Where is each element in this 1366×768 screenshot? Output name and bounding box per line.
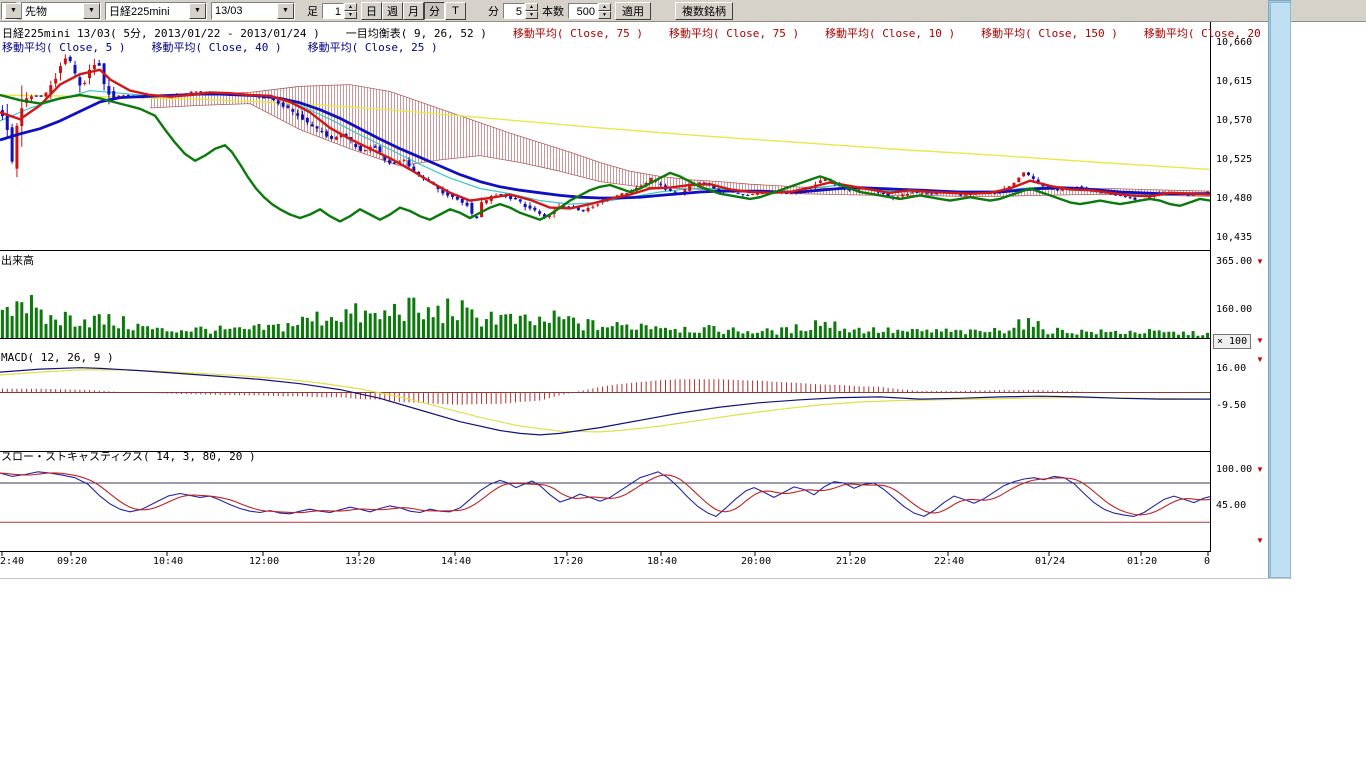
time-axis-label: 21:20 <box>836 556 866 567</box>
legend-item: 移動平均( Close, 40 ) <box>151 39 281 55</box>
window-bottom-edge <box>0 578 1292 579</box>
scrollbar-thumb[interactable] <box>1270 2 1291 578</box>
collapse-panel-button[interactable]: ▼ <box>1256 536 1264 546</box>
period-button-日[interactable]: 日 <box>361 2 382 20</box>
time-axis-label: 20:00 <box>741 556 771 567</box>
bar-count-value: 500 <box>568 3 598 19</box>
legend-item: 移動平均( Close, 25 ) <box>308 39 438 55</box>
time-axis-label: 2:40 <box>0 556 24 567</box>
period-button-group: 日週月分T <box>361 2 466 20</box>
time-axis-label: 14:40 <box>441 556 471 567</box>
category-select[interactable]: 先物▼ <box>21 2 101 20</box>
bars-label: 本数 <box>542 3 564 19</box>
right-axis-label: 100.00 <box>1216 464 1252 475</box>
contract-month-value: 13/03 <box>215 5 277 17</box>
right-axis-label: 10,525 <box>1216 154 1252 165</box>
bar-count-stepper[interactable]: 500▲▼ <box>568 2 611 20</box>
right-axis-label: -9.50 <box>1216 400 1246 411</box>
collapse-panel-button[interactable]: ▼ <box>1256 355 1264 365</box>
spin-down-icon[interactable]: ▼ <box>598 11 611 19</box>
chevron-down-icon: ▼ <box>189 3 206 19</box>
time-axis-label: 22:40 <box>934 556 964 567</box>
time-axis-label: 10:40 <box>153 556 183 567</box>
period-button-週[interactable]: 週 <box>382 2 403 20</box>
spin-down-icon[interactable]: ▼ <box>525 11 538 19</box>
left-edge-combo[interactable]: ▼ <box>1 2 17 20</box>
spin-down-icon[interactable]: ▼ <box>344 11 357 19</box>
spin-up-icon[interactable]: ▲ <box>598 3 611 11</box>
legend-item: 移動平均( Close, 10 ) <box>825 25 955 41</box>
contract-month-select[interactable]: 13/03▼ <box>211 2 295 20</box>
volume-panel <box>1 295 1209 338</box>
ashi-label: 足 <box>307 3 318 19</box>
symbol-value: 日経225mini <box>109 3 189 19</box>
interval-value: 1 <box>322 3 344 19</box>
time-axis-label: 12:00 <box>249 556 279 567</box>
right-axis-label: 45.00 <box>1216 500 1246 511</box>
category-value: 先物 <box>25 3 83 19</box>
collapse-panel-button[interactable]: ▼ <box>1256 465 1264 475</box>
vertical-scrollbar[interactable] <box>1268 0 1291 578</box>
stoch-panel-label: スロー・ストキャスティクス( 14, 3, 80, 20 ) <box>1 448 256 464</box>
time-axis-label: 09:20 <box>57 556 87 567</box>
apply-button[interactable]: 適用 <box>615 2 651 20</box>
macd-panel <box>0 368 1210 435</box>
minute-count-value: 5 <box>503 3 525 19</box>
legend-item: 移動平均( Close, 150 ) <box>981 25 1118 41</box>
time-axis-label: 01/24 <box>1035 556 1065 567</box>
interval-stepper[interactable]: 1▲▼ <box>322 2 357 20</box>
multi-symbol-button[interactable]: 複数銘柄 <box>675 2 733 20</box>
legend-item: 移動平均( Close, 75 ) <box>669 25 799 41</box>
right-axis-label: 10,570 <box>1216 115 1252 126</box>
time-axis-label: 01:20 <box>1127 556 1157 567</box>
minute-label: 分 <box>488 3 499 19</box>
spin-up-icon[interactable]: ▲ <box>525 3 538 11</box>
period-button-月[interactable]: 月 <box>403 2 424 20</box>
time-axis-label: 0 <box>1204 556 1210 567</box>
period-button-T[interactable]: T <box>445 2 466 20</box>
time-axis-label: 13:20 <box>345 556 375 567</box>
collapse-panel-button[interactable]: ▼ <box>1256 336 1264 346</box>
right-axis-label: 10,480 <box>1216 193 1252 204</box>
right-axis-label: 10,615 <box>1216 76 1252 87</box>
time-axis-label: 17:20 <box>553 556 583 567</box>
chevron-down-icon: ▼ <box>5 3 22 19</box>
legend-item: 移動平均( Close, 20 ) <box>1144 25 1274 41</box>
right-axis-label: 10,660 <box>1216 37 1252 48</box>
volume-multiplier-badge: × 100 <box>1213 334 1251 349</box>
right-axis-label: 10,435 <box>1216 232 1252 243</box>
right-axis-label: 160.00 <box>1216 304 1252 315</box>
time-axis-label: 18:40 <box>647 556 677 567</box>
symbol-select[interactable]: 日経225mini▼ <box>105 2 207 20</box>
chart-canvas[interactable] <box>0 0 1212 580</box>
right-axis-label: 16.00 <box>1216 363 1246 374</box>
stoch-panel <box>0 472 1210 523</box>
macd-panel-label: MACD( 12, 26, 9 ) <box>1 351 114 364</box>
period-button-分[interactable]: 分 <box>424 2 445 20</box>
volume-panel-label: 出来高 <box>1 252 34 268</box>
legend-item: 移動平均( Close, 75 ) <box>513 25 643 41</box>
price-panel <box>0 54 1210 221</box>
chevron-down-icon: ▼ <box>83 3 100 19</box>
toolbar: ▼ 先物▼ 日経225mini▼ 13/03▼ 足 1▲▼ 日週月分T 分 5▲… <box>0 0 1366 22</box>
right-axis-label: 365.00 <box>1216 256 1252 267</box>
spin-up-icon[interactable]: ▲ <box>344 3 357 11</box>
chevron-down-icon: ▼ <box>277 3 294 19</box>
legend-item: 移動平均( Close, 5 ) <box>2 39 125 55</box>
legend-row-2: 移動平均( Close, 5 ) 移動平均( Close, 40 ) 移動平均( C… <box>2 39 438 55</box>
collapse-panel-button[interactable]: ▼ <box>1256 257 1264 267</box>
minute-count-stepper[interactable]: 5▲▼ <box>503 2 538 20</box>
